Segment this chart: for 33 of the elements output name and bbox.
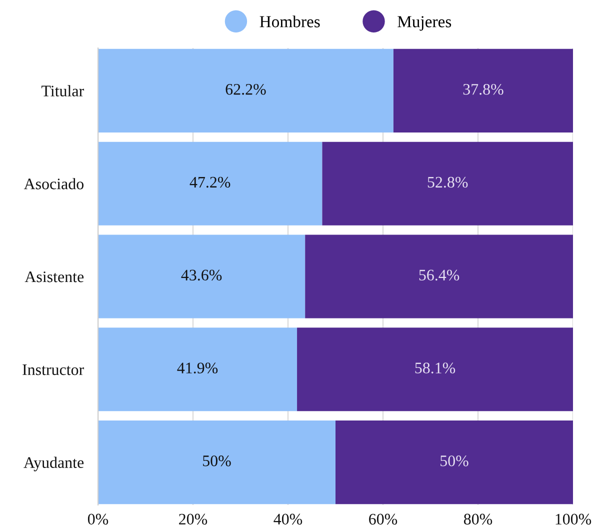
x-tick-label: 80%: [464, 514, 492, 525]
data-label: 50%: [440, 455, 468, 466]
data-label: 43.6%: [181, 270, 222, 281]
data-label: 52.8%: [428, 176, 468, 188]
data-label: 37.8%: [463, 84, 504, 95]
bar: [336, 420, 573, 504]
bar: [393, 48, 573, 133]
data-label: 47.2%: [190, 176, 230, 188]
data-label: 50%: [203, 455, 231, 466]
bar: [98, 142, 322, 226]
bar: [297, 328, 573, 412]
bar: [322, 142, 573, 226]
y-tick-label: Asistente: [24, 271, 84, 282]
y-tick-label: Ayudante: [24, 456, 84, 472]
data-label: 56.4%: [419, 270, 460, 281]
bar: [98, 420, 336, 504]
x-tick-label: 60%: [369, 514, 398, 525]
x-tick-label: 40%: [274, 514, 302, 525]
data-label: 41.9%: [177, 362, 218, 374]
bar: [98, 234, 306, 318]
data-label: 62.2%: [226, 84, 266, 95]
bar: [98, 328, 298, 412]
legend-label: Hombres: [260, 16, 320, 28]
y-tick-label: Asociado: [24, 178, 84, 190]
x-tick-label: 100%: [556, 514, 592, 525]
bar: [305, 234, 573, 318]
data-label: 58.1%: [415, 362, 456, 374]
x-tick-label: 20%: [179, 514, 208, 525]
x-tick-label: 0%: [88, 514, 108, 525]
y-tick-label: Instructor: [22, 364, 84, 376]
bar: [98, 48, 394, 133]
legend-label: Mujeres: [398, 16, 452, 31]
y-tick-label: Titular: [42, 85, 84, 96]
